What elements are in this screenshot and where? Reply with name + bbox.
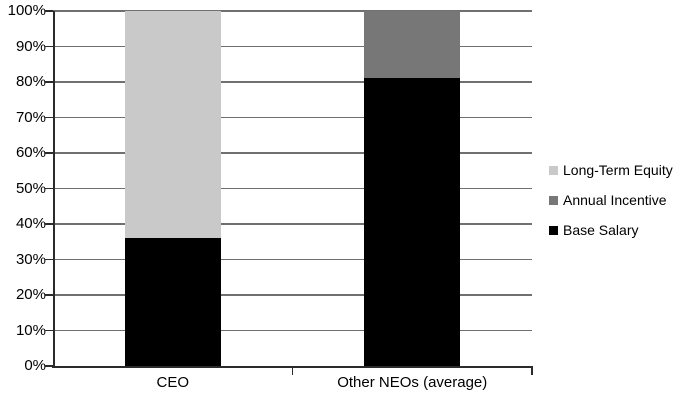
ytick-label-70pct: 70% [15,108,46,126]
bar-segment-ceo-long-term-equity [124,11,221,239]
plot-area [45,10,533,375]
x-category-label-ceo: CEO [156,374,190,391]
ytick-label-60pct: 60% [15,144,46,161]
bar-other-neos-average [364,11,461,366]
legend-swatch-annual-incentive [549,195,558,205]
ytick-label-100pct: 100% [7,2,46,19]
gridline-60pct [53,152,532,154]
y-axis-tick-100pct [45,10,53,12]
y-axis-line [53,11,55,368]
x-axis-line [52,366,533,368]
x-axis-category-labels: CEO Other NEOs (average) [53,373,532,393]
y-axis-tick-90pct [45,45,53,48]
gridline-100pct [53,10,532,12]
y-axis-tick-80pct [45,81,53,83]
y-axis-tick-40pct [45,223,53,225]
bar-ceo [124,11,221,366]
y-axis-tick-labels: 0% 10% 20% 30% 40% 50% 60% 70% 80% 90% 100% [0,3,46,374]
legend-label-base-salary: Base Salary [563,222,639,238]
ytick-label-30pct: 30% [15,250,46,268]
bar-segment-other-neos-average-annual-incentive [364,11,461,79]
y-axis-tick-20pct [45,294,53,296]
gridline-30pct [53,258,532,261]
legend-item-long-term-equity: Long-Term Equity [549,155,673,185]
ytick-label-80pct: 80% [15,73,46,90]
x-category-label-other-neos-average: Other NEOs (average) [337,374,488,391]
gridline-50pct [53,187,532,190]
gridline-70pct [53,116,532,119]
legend-label-long-term-equity: Long-Term Equity [563,162,673,178]
legend-item-base-salary: Base Salary [549,215,673,245]
legend-item-annual-incentive: Annual Incentive [549,185,673,215]
ytick-label-50pct: 50% [15,179,46,197]
x-axis-tick-50pct [291,366,294,375]
legend-label-annual-incentive: Annual Incentive [563,192,667,208]
chart-legend: Long-Term Equity Annual Incentive Base Sal… [549,155,673,245]
y-axis-tick-70pct [45,116,53,119]
bar-segment-other-neos-average-base-salary [364,78,461,366]
ytick-label-90pct: 90% [15,37,46,55]
y-axis-tick-10pct [45,329,53,332]
gridline-80pct [53,81,532,83]
bar-segment-ceo-base-salary [124,238,221,366]
legend-swatch-long-term-equity [549,165,558,175]
gridline-20pct [53,294,532,296]
x-axis-tick-100pct [531,366,533,375]
ytick-label-40pct: 40% [15,215,46,232]
gridline-10pct [53,329,532,332]
y-axis-tick-50pct [45,187,53,190]
ytick-label-20pct: 20% [15,286,46,303]
ytick-label-0pct: 0% [24,357,46,374]
gridline-90pct [53,45,532,48]
y-axis-tick-60pct [45,152,53,154]
legend-swatch-base-salary [549,225,558,235]
y-axis-tick-30pct [45,258,53,261]
ytick-label-10pct: 10% [15,321,46,339]
gridline-40pct [53,223,532,225]
y-axis-tick-0pct [45,365,53,367]
